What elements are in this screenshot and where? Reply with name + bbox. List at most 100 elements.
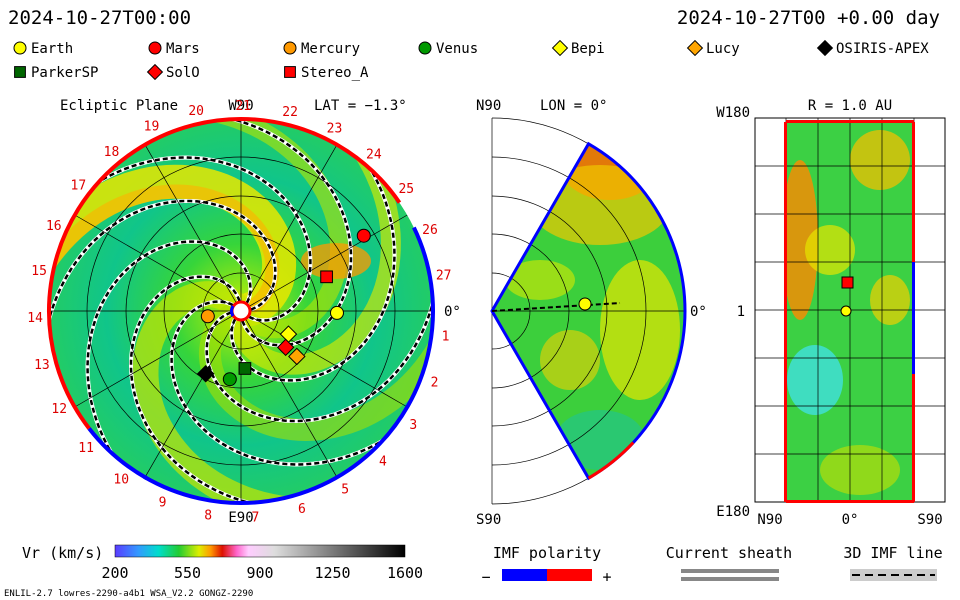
carrington-tick-15: 15: [31, 264, 47, 279]
radial-panel: R = 1.0 AU W180 1 E180 N90 0° S90: [716, 98, 946, 528]
carrington-tick-11: 11: [78, 441, 94, 456]
radial-stereo-a-marker: [841, 276, 854, 289]
ecliptic-spoke: [144, 144, 242, 312]
legend-marker-lucy: [686, 39, 704, 57]
ecliptic-top-label: W90: [228, 98, 253, 114]
carrington-tick-4: 4: [379, 454, 387, 469]
legend-label-mercury: Mercury: [301, 41, 360, 57]
carrington-tick-5: 5: [341, 483, 349, 498]
carrington-tick-27: 27: [436, 268, 452, 283]
meridional-stream: [540, 330, 600, 390]
carrington-tick-20: 20: [188, 104, 204, 119]
ecliptic-spoke: [144, 310, 242, 478]
ecliptic-spoke: [240, 310, 338, 478]
legend-label-bepi: Bepi: [571, 41, 605, 57]
carrington-tick-2: 2: [431, 376, 439, 391]
radial-stream: [787, 345, 843, 415]
carrington-tick-6: 6: [298, 502, 306, 517]
ecliptic-body-stereo-a: [320, 270, 333, 284]
meridional-rim-positive: [587, 441, 635, 480]
carrington-tick-3: 3: [409, 418, 417, 433]
carrington-tick-14: 14: [27, 311, 43, 326]
colorbar-ticks: 200 550 900 1250 1600: [101, 564, 423, 582]
polarity-arc: [87, 427, 148, 481]
ecliptic-spoke: [240, 214, 408, 312]
radial-rim-bottom: [786, 500, 914, 503]
imf-minus-label: −: [481, 568, 490, 586]
meridional-bottom-label: S90: [476, 512, 501, 528]
ecliptic-spoke: [74, 214, 242, 312]
legend-label-lucy: Lucy: [706, 41, 740, 57]
meridional-stream: [530, 165, 670, 245]
meridional-stream: [555, 410, 645, 470]
ecliptic-spoke: [240, 144, 338, 312]
ecliptic-body-solo: [276, 338, 295, 357]
colorbar-tick-550: 550: [174, 564, 201, 582]
radial-rim-right-blue: [912, 262, 915, 374]
ecliptic-body-lucy: [288, 347, 306, 366]
current-sheath-title: Current sheath: [666, 544, 792, 562]
header-datetime-right: 2024-10-27T00 +0.00 day: [677, 7, 940, 29]
ecliptic-polarity-rim: [47, 117, 435, 505]
current-sheath-swatch-a: [681, 569, 779, 573]
carrington-tick-1: 1: [442, 330, 450, 345]
legend-marker-mercury: [283, 41, 297, 55]
run-info: ENLIL-2.7 lowres-2290-a4b1 WSA_V2.2 GONG…: [4, 589, 253, 599]
ecliptic-spoke: [74, 310, 242, 408]
radial-stream: [820, 445, 900, 495]
carrington-tick-19: 19: [144, 119, 160, 134]
ecliptic-body-parkersp: [238, 362, 252, 375]
radial-x-right: S90: [917, 512, 942, 528]
speed-stream: [198, 303, 433, 442]
radial-stream: [805, 225, 855, 275]
legend-marker-solo: [146, 63, 164, 81]
speed-stream: [49, 184, 280, 315]
current-sheath-swatch-b: [681, 577, 779, 581]
carrington-tick-16: 16: [46, 219, 62, 234]
meridional-polarity-rim: [490, 141, 687, 481]
ecliptic-speed-structures: [49, 119, 433, 503]
carrington-tick-8: 8: [204, 508, 212, 523]
legend-label-earth: Earth: [31, 41, 73, 57]
legend-label-venus: Venus: [436, 41, 478, 57]
radial-r-label: R = 1.0 AU: [808, 98, 892, 114]
colorbar: [114, 544, 406, 558]
radial-rim-right-red: [912, 122, 915, 262]
legend-marker-stereo-a: [284, 66, 296, 78]
imf-positive-swatch: [547, 569, 592, 581]
legend-marker-osiris-apex: [816, 39, 834, 57]
meridional-right-label: 0°: [690, 304, 707, 320]
radial-y-mid: 1: [737, 304, 745, 320]
meridional-earth-marker: [578, 297, 592, 311]
ecliptic-right-label: 0°: [444, 304, 461, 320]
legend-label-mars: Mars: [166, 41, 200, 57]
legend-marker-earth: [13, 41, 27, 55]
radial-earth-marker: [840, 305, 852, 317]
sun-inner-boundary-blue: [230, 305, 235, 317]
colorbar-label: Vr (km/s): [22, 544, 103, 562]
radial-rim-right-red2: [912, 374, 915, 502]
ecliptic-body-osiris-apex: [196, 364, 215, 383]
radial-y-bottom: E180: [716, 504, 750, 520]
imf-plus-label: +: [602, 568, 611, 586]
legend-marker-venus: [418, 41, 432, 55]
carrington-tick-13: 13: [34, 358, 50, 373]
carrington-tick-7: 7: [251, 510, 259, 525]
radial-stream: [870, 275, 910, 325]
ecliptic-bottom-label: E90: [228, 510, 253, 526]
radial-speed-structures: [786, 130, 910, 495]
radial-rim-left: [784, 122, 787, 502]
speed-stream: [132, 281, 313, 503]
colorbar-tick-900: 900: [246, 564, 273, 582]
header-datetime-left: 2024-10-27T00:00: [8, 7, 191, 29]
legend-marker-bepi: [551, 39, 569, 57]
colorbar-tick-1600: 1600: [387, 564, 423, 582]
carrington-tick-18: 18: [104, 145, 120, 160]
footer: Vr (km/s) 200 550 900 1250 1600 IMF polarity…: [4, 544, 943, 599]
ecliptic-title: Ecliptic Plane: [60, 98, 178, 114]
legend-label-stereo-a: Stereo_A: [301, 65, 369, 81]
carrington-tick-12: 12: [51, 402, 67, 417]
meridional-top-label: N90: [476, 98, 501, 114]
carrington-tick-9: 9: [159, 495, 167, 510]
